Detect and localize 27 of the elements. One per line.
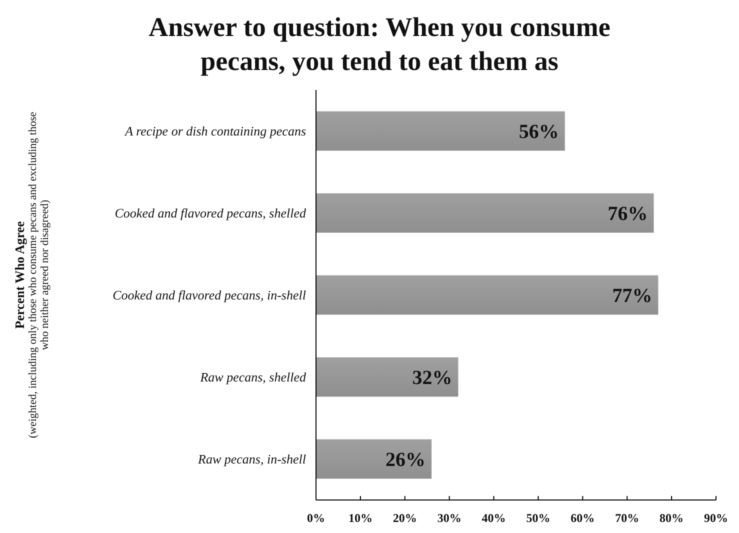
y-tick-label: Raw pecans, in-shell bbox=[197, 452, 306, 467]
data-label: 76% bbox=[608, 203, 648, 225]
x-tick-label: 60% bbox=[570, 511, 595, 525]
bar bbox=[316, 275, 658, 315]
x-tick-label: 40% bbox=[482, 511, 506, 525]
bar bbox=[316, 357, 458, 397]
bar bbox=[316, 111, 565, 151]
bar bbox=[316, 439, 432, 479]
x-tick-label: 0% bbox=[307, 511, 325, 525]
chart-title: Answer to question: When you consume pecans, you tend to eat them as bbox=[148, 12, 610, 76]
y-tick-label: Cooked and flavored pecans, shelled bbox=[114, 206, 306, 221]
y-tick-label: Cooked and flavored pecans, in-shell bbox=[112, 288, 306, 303]
data-label: 56% bbox=[518, 121, 559, 143]
y-axis-title: Percent Who Agree (weighted, including only those who consume pecans and excluding those who neither agreed nor disagreed) bbox=[12, 112, 51, 438]
data-label: 77% bbox=[612, 285, 652, 307]
y-tick-label: Raw pecans, shelled bbox=[199, 370, 306, 385]
bar bbox=[316, 193, 654, 233]
data-label: 32% bbox=[412, 367, 452, 389]
data-label: 26% bbox=[386, 449, 426, 471]
x-tick-label: 30% bbox=[437, 511, 462, 525]
x-tick-label: 50% bbox=[526, 511, 550, 525]
x-tick-label: 80% bbox=[660, 511, 684, 525]
x-tick-label: 90% bbox=[704, 511, 728, 525]
x-tick-label: 10% bbox=[348, 511, 372, 525]
y-tick-label: A recipe or dish containing pecans bbox=[124, 124, 306, 139]
x-tick-label: 70% bbox=[615, 511, 640, 525]
x-tick-label: 20% bbox=[392, 511, 417, 525]
